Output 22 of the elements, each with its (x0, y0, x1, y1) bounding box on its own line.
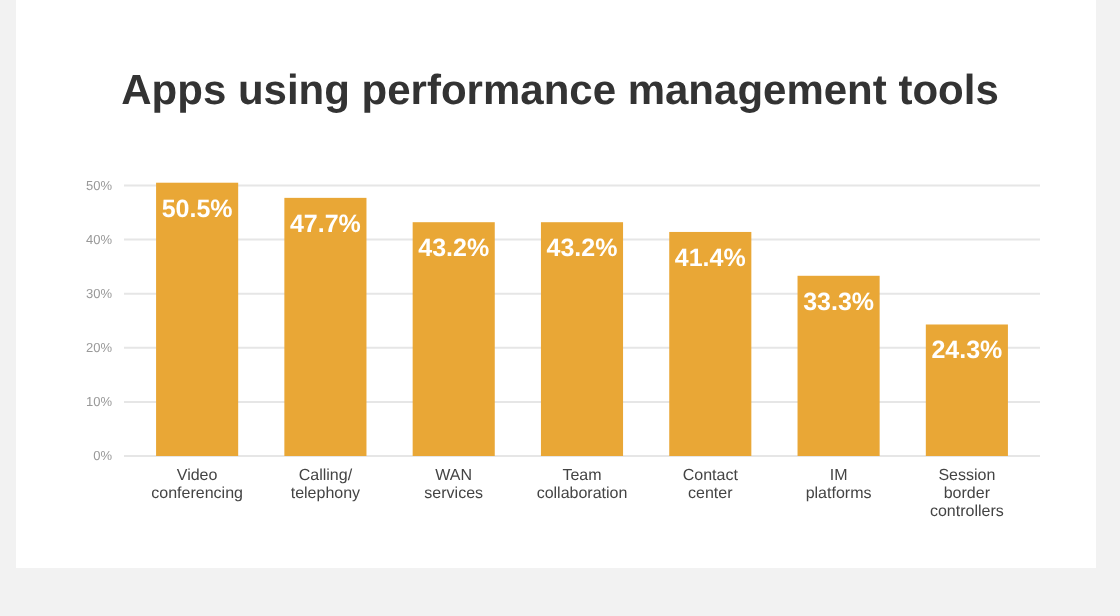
bar (284, 197, 367, 456)
x-tick-label: Session border controllers (929, 466, 1004, 520)
chart-title: Apps using performance management tools (121, 68, 999, 114)
data-label: 43.2% (418, 234, 490, 263)
x-tick-label: Video conferencing (151, 466, 243, 502)
data-label: 47.7% (289, 209, 361, 238)
x-tick-label: Contact center (682, 466, 740, 502)
bar (156, 182, 239, 456)
x-tick-label: WAN services (424, 466, 484, 502)
x-tick-label: Calling/ telephony (290, 466, 361, 502)
data-label: 50.5% (161, 194, 233, 223)
bar (797, 275, 880, 456)
bar (540, 222, 624, 456)
data-label: 24.3% (931, 336, 1003, 365)
bar (412, 222, 495, 456)
data-label: 41.4% (674, 243, 746, 272)
x-tick-label: IM platforms (805, 466, 872, 502)
data-label: 43.2% (546, 234, 618, 263)
x-tick-label: Team collaboration (536, 466, 628, 502)
data-label: 33.3% (803, 287, 875, 316)
bar (669, 231, 752, 456)
bar (925, 324, 1008, 456)
